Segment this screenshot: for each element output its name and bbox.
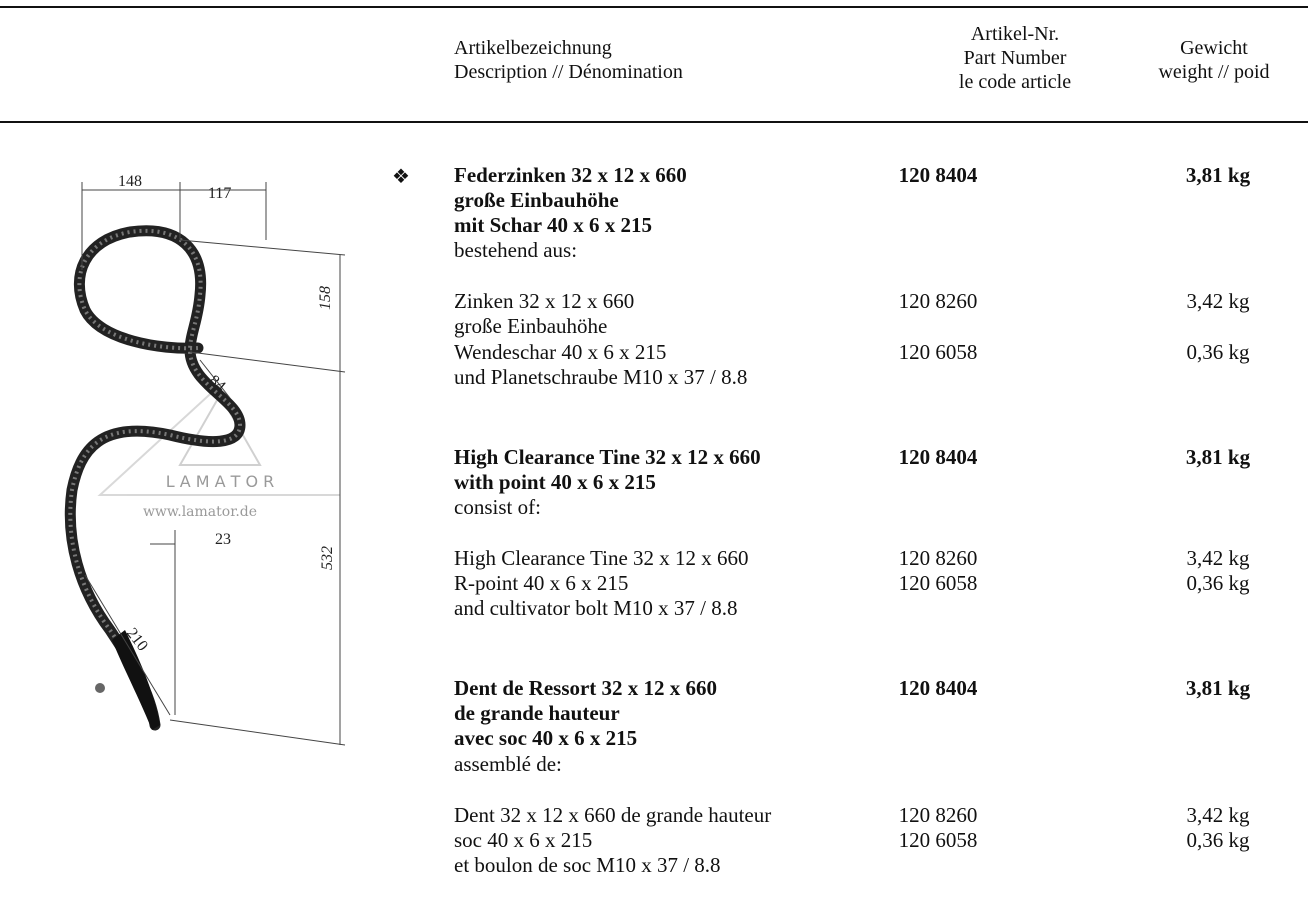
- diamond-bullet-icon: ❖: [392, 166, 410, 188]
- block-part-number: 120 8404: [898, 676, 978, 700]
- component-part: 120 6058: [898, 340, 978, 364]
- block-title-line: High Clearance Tine 32 x 12 x 660: [454, 445, 761, 469]
- dim-117: 117: [208, 185, 231, 202]
- component-weight: 0,36 kg: [1186, 340, 1250, 364]
- bolt-icon: [95, 683, 105, 693]
- component-label: Dent 32 x 12 x 660 de grande hauteur: [454, 803, 772, 827]
- block-weight: 3,81 kg: [1185, 445, 1251, 469]
- header-part-number-line: Part Number: [963, 47, 1067, 69]
- component-label: High Clearance Tine 32 x 12 x 660: [454, 546, 749, 570]
- component-label: soc 40 x 6 x 215: [454, 828, 593, 852]
- block-title-line: Federzinken 32 x 12 x 660: [454, 163, 687, 187]
- block-title-line: Dent de Ressort 32 x 12 x 660: [454, 676, 718, 700]
- header-weight-line: weight // poid: [1158, 61, 1270, 83]
- header-weight-line: Gewicht: [1180, 37, 1248, 59]
- component-part: 120 8260: [898, 546, 978, 570]
- block-intro: bestehend aus:: [454, 238, 578, 262]
- dim-532: 532: [319, 546, 336, 570]
- header-part-number-line: le code article: [958, 71, 1072, 93]
- dim-23: 23: [215, 531, 231, 548]
- component-weight: 0,36 kg: [1186, 571, 1250, 595]
- block-title-line: de grande hauteur: [454, 701, 620, 725]
- component-weight: 3,42 kg: [1186, 546, 1250, 570]
- watermark-url: www.lamator.de: [143, 504, 257, 520]
- component-label: und Planetschraube M10 x 37 / 8.8: [454, 365, 748, 389]
- component-part: 120 6058: [898, 828, 978, 852]
- component-label: and cultivator bolt M10 x 37 / 8.8: [454, 596, 738, 620]
- component-weight: 0,36 kg: [1186, 828, 1250, 852]
- component-part: 120 8260: [898, 803, 978, 827]
- tine-drawing: L A M A T O R www.lamator.de 148 117 158…: [64, 173, 346, 746]
- block-intro: consist of:: [454, 495, 541, 519]
- block-intro: assemblé de:: [454, 752, 562, 776]
- dim-158: 158: [317, 286, 334, 310]
- share-point: [112, 630, 160, 730]
- header-description-line: Artikelbezeichnung: [454, 37, 612, 59]
- block-title-line: with point 40 x 6 x 215: [454, 470, 656, 494]
- block-title-line: avec soc 40 x 6 x 215: [454, 726, 638, 750]
- block-weight: 3,81 kg: [1185, 676, 1251, 700]
- header-description-line: Description // Dénomination: [454, 61, 683, 83]
- header-part-number: Artikel-Nr. Part Number le code article: [920, 22, 1110, 94]
- header-part-number-line: Artikel-Nr.: [970, 23, 1060, 45]
- block-part-number: 120 8404: [898, 445, 978, 469]
- component-weight: 3,42 kg: [1186, 289, 1250, 313]
- component-part: 120 8260: [898, 289, 978, 313]
- component-weight: 3,42 kg: [1186, 803, 1250, 827]
- component-label: et boulon de soc M10 x 37 / 8.8: [454, 853, 721, 877]
- watermark-brand: L A M A T O R: [166, 472, 275, 491]
- component-label: Wendeschar 40 x 6 x 215: [454, 340, 667, 364]
- block-title-line: mit Schar 40 x 6 x 215: [454, 213, 652, 237]
- block-title-line: große Einbauhöhe: [454, 188, 619, 212]
- block-part-number: 120 8404: [898, 163, 978, 187]
- dim-148: 148: [118, 173, 142, 190]
- header-bottom-rule: [0, 121, 1308, 123]
- block-weight: 3,81 kg: [1185, 163, 1251, 187]
- component-label: R-point 40 x 6 x 215: [454, 571, 629, 595]
- component-label: Zinken 32 x 12 x 660: [454, 289, 635, 313]
- top-rule: [0, 6, 1308, 8]
- header-weight: Gewicht weight // poid: [1126, 36, 1302, 84]
- header-description: Artikelbezeichnung Description // Dénomi…: [454, 36, 683, 84]
- component-label: große Einbauhöhe: [454, 314, 608, 338]
- component-part: 120 6058: [898, 571, 978, 595]
